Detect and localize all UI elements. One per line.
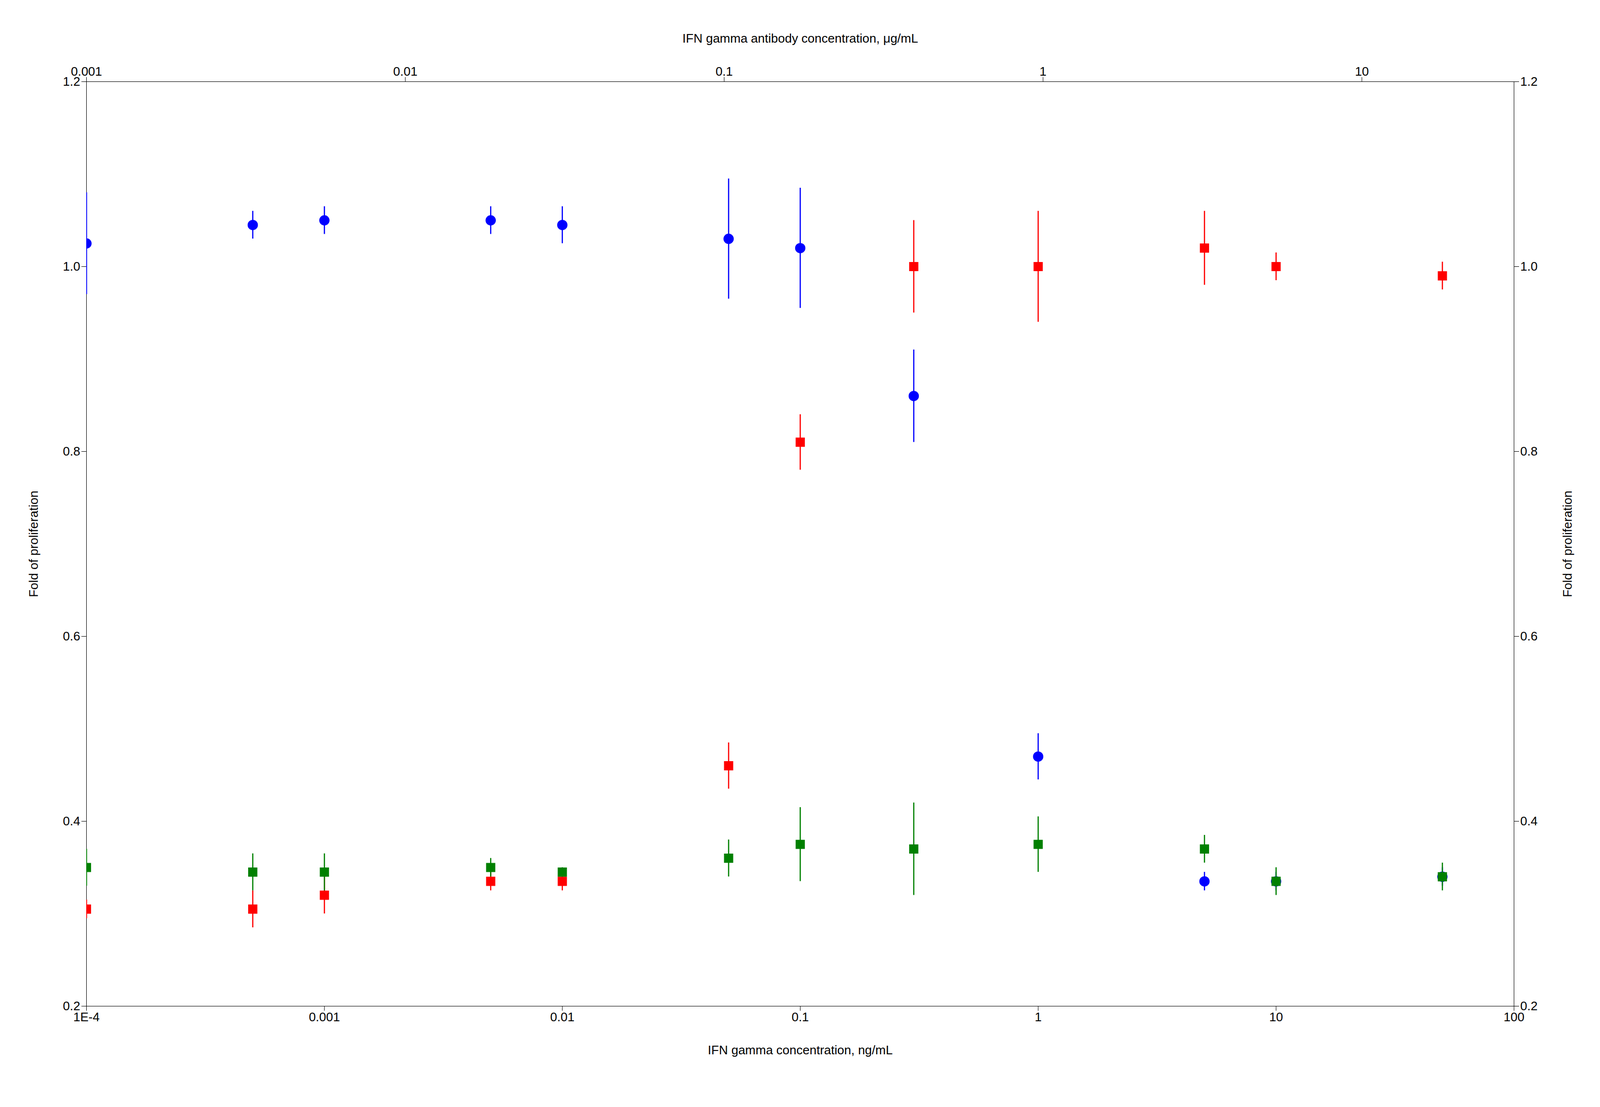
svg-text:0.1: 0.1 (715, 64, 733, 79)
svg-text:0.6: 0.6 (62, 628, 80, 644)
svg-text:0.2: 0.2 (62, 998, 80, 1014)
svg-text:0.8: 0.8 (62, 444, 80, 459)
svg-text:1: 1 (1039, 64, 1047, 79)
svg-text:1.2: 1.2 (62, 74, 80, 89)
svg-text:1.0: 1.0 (62, 259, 80, 274)
svg-text:0.4: 0.4 (62, 813, 80, 829)
svg-text:10: 10 (1354, 64, 1369, 79)
svg-text:Fold of proliferation: Fold of proliferation (26, 490, 41, 598)
svg-text:0.2: 0.2 (1520, 998, 1538, 1014)
svg-text:100: 100 (1503, 1009, 1525, 1025)
svg-text:0.01: 0.01 (393, 64, 418, 79)
svg-text:0.8: 0.8 (1520, 444, 1538, 459)
svg-text:0.4: 0.4 (1520, 813, 1538, 829)
svg-text:1.0: 1.0 (1520, 259, 1538, 274)
svg-text:IFN gamma concentration, ng/mL: IFN gamma concentration, ng/mL (708, 1042, 893, 1058)
svg-text:1E-4: 1E-4 (73, 1009, 100, 1025)
svg-text:0.001: 0.001 (308, 1009, 341, 1025)
svg-text:0.1: 0.1 (791, 1009, 809, 1025)
svg-text:0.001: 0.001 (70, 64, 103, 79)
svg-text:0.6: 0.6 (1520, 628, 1538, 644)
svg-text:1: 1 (1034, 1009, 1042, 1025)
svg-text:1.2: 1.2 (1520, 74, 1538, 89)
svg-text:IFN gamma antibody concentrati: IFN gamma antibody concentration, μg/mL (682, 31, 919, 46)
svg-text:10: 10 (1268, 1009, 1283, 1025)
svg-text:0.01: 0.01 (550, 1009, 575, 1025)
svg-text:Fold of proliferation: Fold of proliferation (1560, 490, 1575, 598)
